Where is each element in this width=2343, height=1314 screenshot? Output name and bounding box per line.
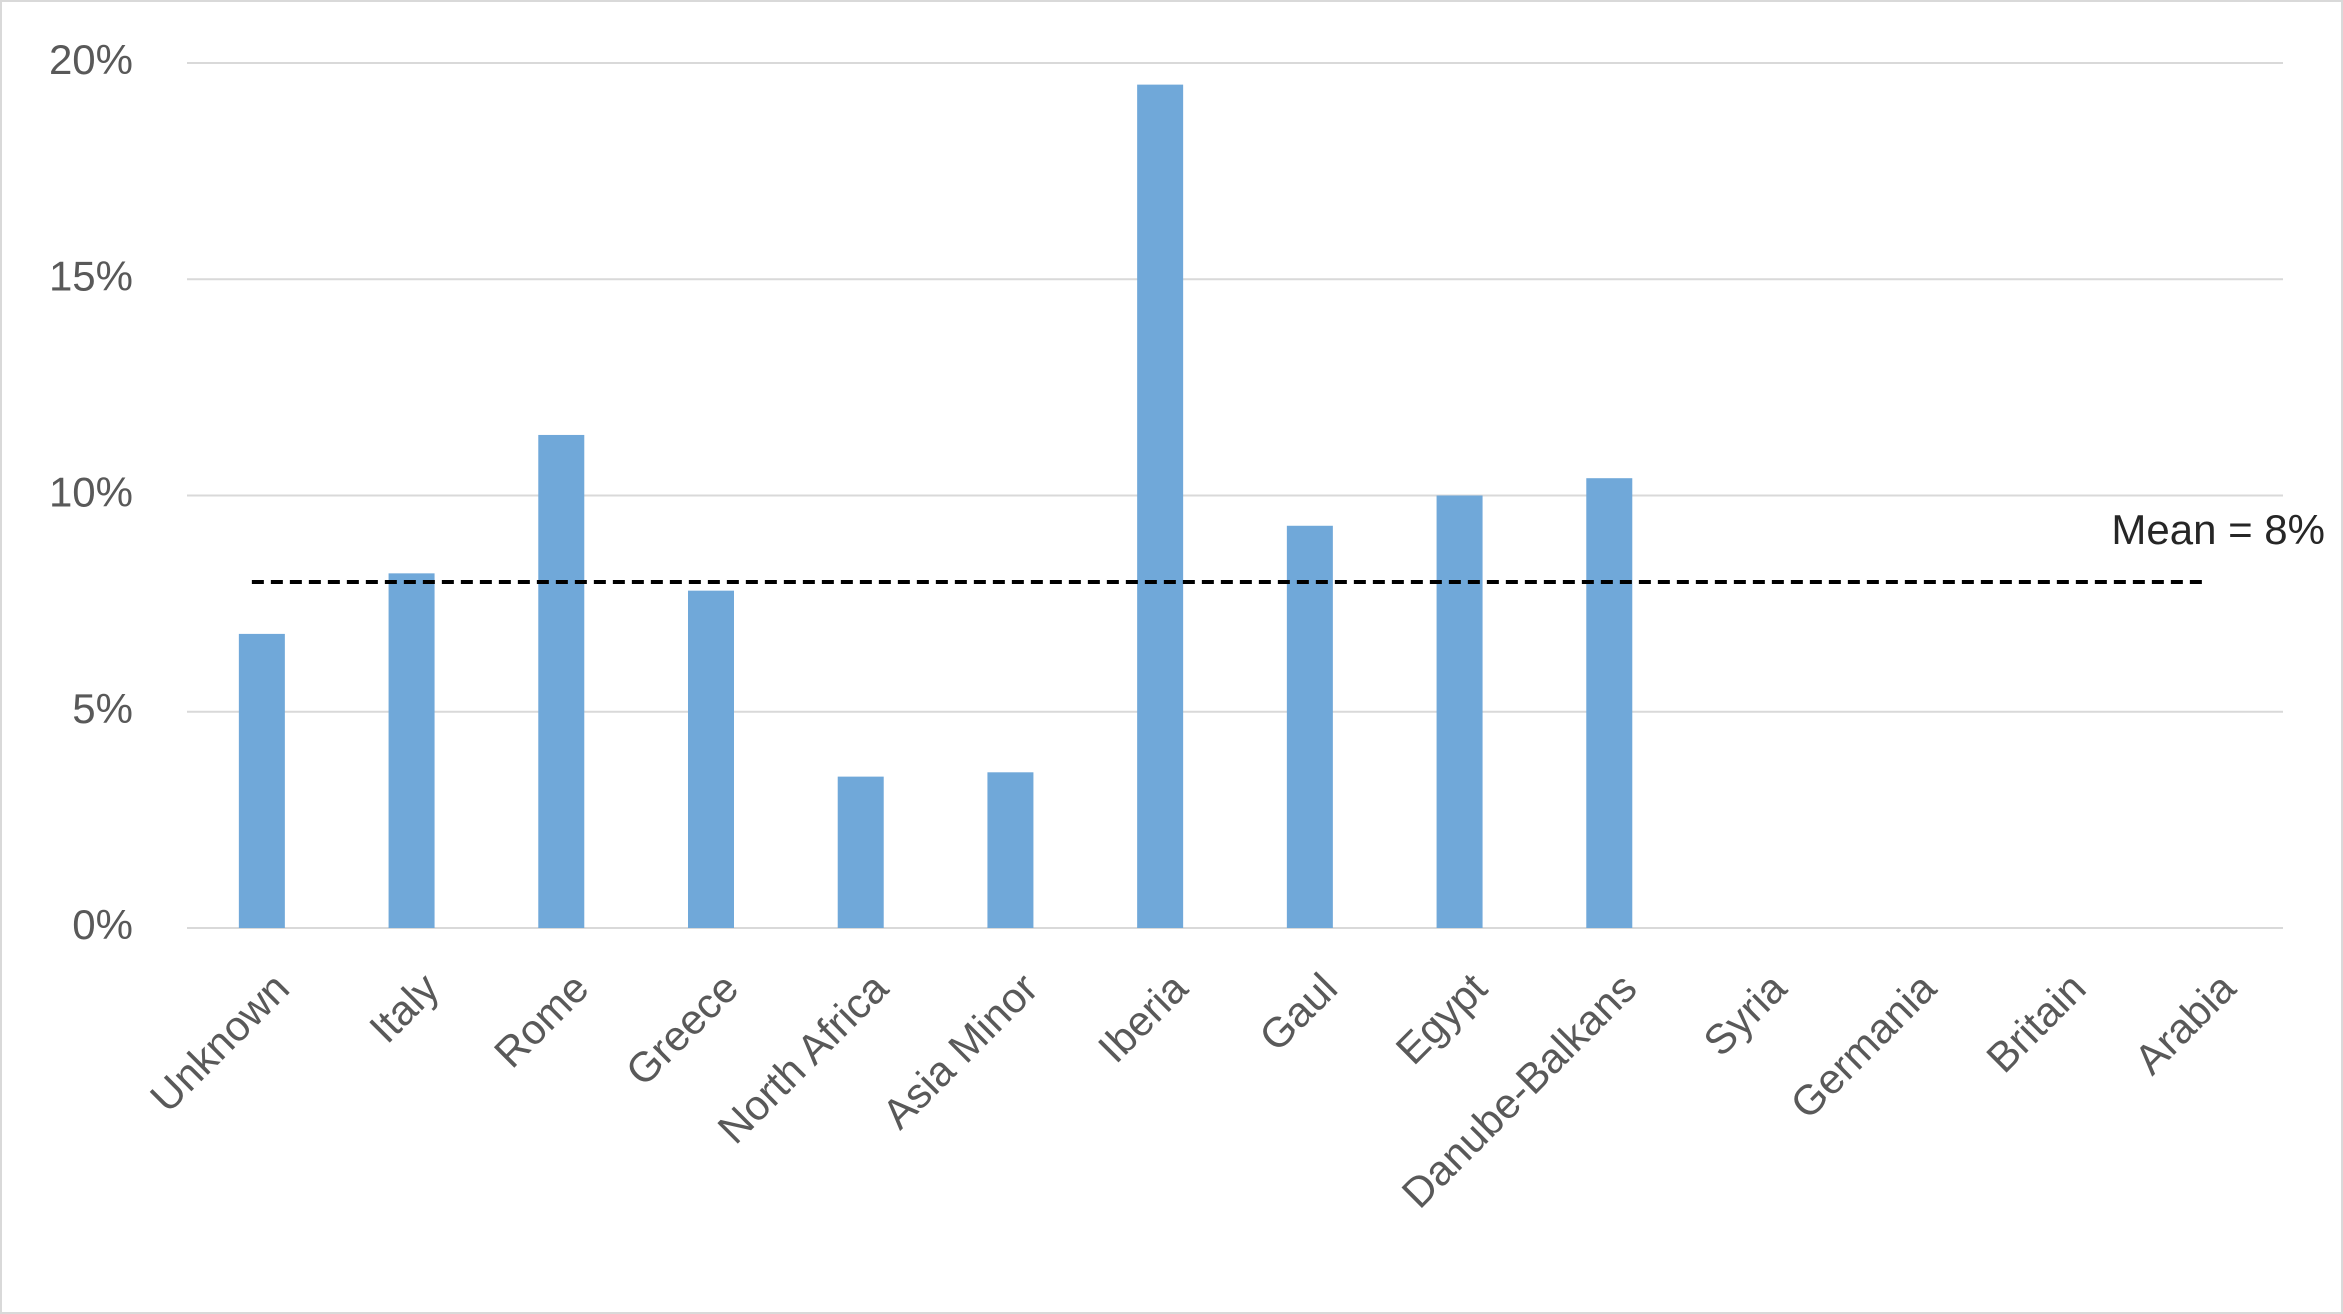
bar [837, 776, 884, 928]
bar [1436, 495, 1483, 928]
y-tick-label: 20% [49, 36, 133, 83]
bar [238, 633, 285, 928]
bar [1586, 478, 1633, 928]
bar [1137, 84, 1184, 928]
bar [388, 573, 435, 928]
y-tick-label: 15% [49, 252, 133, 299]
bar [538, 434, 585, 928]
y-tick-label: 10% [49, 469, 133, 516]
y-tick-label: 5% [72, 685, 133, 732]
bar [987, 772, 1034, 928]
bar [1286, 525, 1333, 928]
bar [688, 590, 734, 928]
y-tick-label: 0% [72, 901, 133, 948]
mean-label: Mean = 8% [2111, 506, 2325, 553]
